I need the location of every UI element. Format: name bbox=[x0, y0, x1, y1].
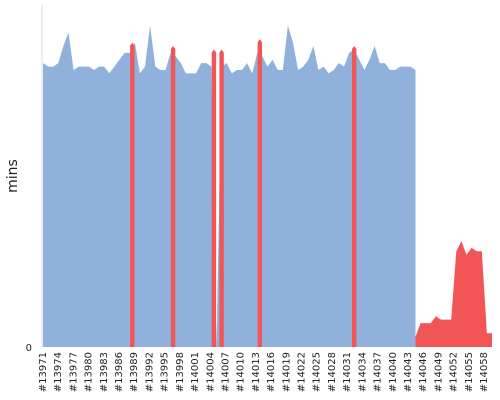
x-tick-label: #14019 bbox=[281, 352, 292, 392]
red-spike-2 bbox=[211, 49, 217, 347]
x-tick-label: #14025 bbox=[312, 352, 323, 392]
x-tick-label: #14037 bbox=[373, 352, 384, 392]
x-tick-label: #14058 bbox=[479, 352, 490, 392]
x-tick-label: #13974 bbox=[53, 352, 64, 392]
series-layer bbox=[43, 25, 492, 347]
x-tick-label: #14040 bbox=[388, 352, 399, 392]
series-area-0 bbox=[43, 25, 416, 347]
x-tick-label: #13998 bbox=[175, 352, 186, 392]
x-tick-label: #13995 bbox=[160, 352, 171, 392]
series-area-1 bbox=[415, 241, 492, 347]
red-spike-3 bbox=[219, 49, 224, 347]
red-spike-4 bbox=[257, 39, 262, 347]
x-tick-label: #14046 bbox=[418, 352, 429, 392]
x-tick-label: #14031 bbox=[342, 352, 353, 392]
x-tick-label: #14022 bbox=[297, 352, 308, 392]
y-tick-label-0: 0 bbox=[26, 343, 32, 354]
x-tick-label: #13992 bbox=[144, 352, 155, 392]
x-tick-label: #14028 bbox=[327, 352, 338, 392]
x-tick-label: #14004 bbox=[205, 352, 216, 392]
x-tick-label: #14055 bbox=[464, 352, 475, 392]
x-tick-label: #14043 bbox=[403, 352, 414, 392]
x-tick-layer: #13971 #13974 #13977 #13980 #13983 #13986 #139… bbox=[38, 352, 490, 392]
x-tick-label: #14016 bbox=[266, 352, 277, 392]
x-tick-label: #13989 bbox=[129, 352, 140, 392]
x-tick-label: #14013 bbox=[251, 352, 262, 392]
x-tick-label: #14034 bbox=[357, 352, 368, 392]
red-spike-1 bbox=[170, 46, 176, 347]
red-spike-5 bbox=[352, 46, 357, 347]
spike-layer bbox=[130, 39, 357, 347]
x-tick-label: #14007 bbox=[221, 352, 232, 392]
x-tick-label: #13971 bbox=[38, 352, 49, 392]
x-tick-label: #14049 bbox=[433, 352, 444, 392]
red-spike-0 bbox=[130, 42, 135, 347]
x-tick-label: #13986 bbox=[114, 352, 125, 392]
x-tick-label: #14010 bbox=[236, 352, 247, 392]
x-tick-label: #13983 bbox=[99, 352, 110, 392]
x-tick-label: #14052 bbox=[449, 352, 460, 392]
x-tick-label: #14001 bbox=[190, 352, 201, 392]
x-tick-label: #13980 bbox=[84, 352, 95, 392]
y-axis-title: mins bbox=[5, 159, 21, 193]
x-tick-label: #13977 bbox=[68, 352, 79, 392]
